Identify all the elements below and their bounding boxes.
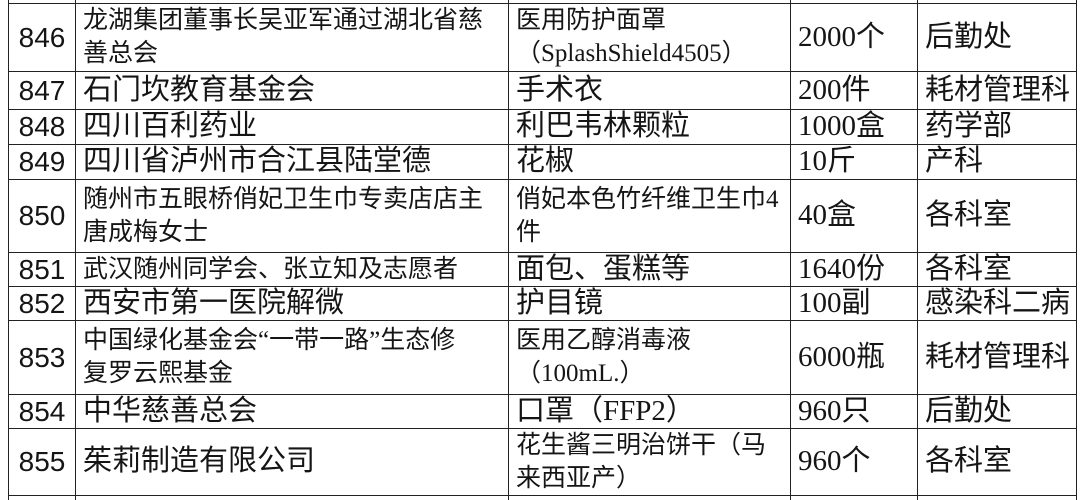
table-row: 848 四川百利药业 利巴韦林颗粒 1000盒 药学部 xyxy=(8,108,1077,145)
cell-item: 手术衣 xyxy=(508,70,791,110)
cell-quantity: 200件 xyxy=(790,70,918,110)
cell-quantity: 1640份 xyxy=(790,251,918,287)
cell-donor: 武汉随州同学会、张立知及志愿者 xyxy=(75,251,509,287)
table-row-partial-bottom xyxy=(8,494,1077,500)
cell-department: 各科室 xyxy=(917,251,1077,287)
table-row: 855 茱莉制造有限公司 花生酱三明治饼干（马 来西亚产） 960个 各科室 xyxy=(8,427,1077,496)
cell-quantity: 960个 xyxy=(790,427,918,496)
table-row: 853 中国绿化基金会“一带一路”生态修 复罗云熙基金 医用乙醇消毒液 （100… xyxy=(8,319,1077,395)
cell-row-number: 847 xyxy=(8,70,76,110)
table-row: 847 石门坎教育基金会 手术衣 200件 耗材管理科 xyxy=(8,70,1077,110)
cell-donor: 西安市第一医院解微 xyxy=(75,285,509,321)
cell-row-number: 855 xyxy=(8,427,76,496)
table-row: 850 随州市五眼桥俏妃卫生巾专卖店店主 唐成梅女士 俏妃本色竹纤维卫生巾4 件… xyxy=(8,178,1077,253)
cell-donor: 四川百利药业 xyxy=(75,108,509,145)
cell-row-number: 852 xyxy=(8,285,76,321)
cell-department: 后勤处 xyxy=(917,393,1077,429)
cell-empty xyxy=(508,494,791,500)
cell-item: 医用防护面罩 （SplashShield4505） xyxy=(508,2,791,72)
cell-row-number: 854 xyxy=(8,393,76,429)
cell-department: 耗材管理科 xyxy=(917,319,1077,395)
cell-donor: 茱莉制造有限公司 xyxy=(75,427,509,496)
cell-quantity: 100副 xyxy=(790,285,918,321)
cell-row-number: 849 xyxy=(8,143,76,180)
table-row: 846 龙湖集团董事长吴亚军通过湖北省慈 善总会 医用防护面罩 （SplashS… xyxy=(8,2,1077,72)
cell-department: 感染科二病 xyxy=(917,285,1077,321)
table-row: 854 中华慈善总会 口罩（FFP2） 960只 后勤处 xyxy=(8,393,1077,429)
cell-item: 花生酱三明治饼干（马 来西亚产） xyxy=(508,427,791,496)
cell-donor: 随州市五眼桥俏妃卫生巾专卖店店主 唐成梅女士 xyxy=(75,178,509,253)
cell-quantity: 10斤 xyxy=(790,143,918,180)
cell-department: 后勤处 xyxy=(917,2,1077,72)
cell-department: 产科 xyxy=(917,143,1077,180)
cell-donor: 中华慈善总会 xyxy=(75,393,509,429)
cell-donor: 石门坎教育基金会 xyxy=(75,70,509,110)
cell-quantity: 1000盒 xyxy=(790,108,918,145)
cell-department: 各科室 xyxy=(917,178,1077,253)
cell-empty xyxy=(8,494,76,500)
cell-row-number: 850 xyxy=(8,178,76,253)
cell-item: 护目镜 xyxy=(508,285,791,321)
cell-empty xyxy=(75,494,509,500)
cell-row-number: 851 xyxy=(8,251,76,287)
cell-quantity: 960只 xyxy=(790,393,918,429)
cell-donor: 中国绿化基金会“一带一路”生态修 复罗云熙基金 xyxy=(75,319,509,395)
cell-item: 俏妃本色竹纤维卫生巾4 件 xyxy=(508,178,791,253)
cell-item: 花椒 xyxy=(508,143,791,180)
donation-table: 846 龙湖集团董事长吴亚军通过湖北省慈 善总会 医用防护面罩 （SplashS… xyxy=(8,0,1077,500)
cell-donor: 龙湖集团董事长吴亚军通过湖北省慈 善总会 xyxy=(75,2,509,72)
cell-donor: 四川省泸州市合江县陆堂德 xyxy=(75,143,509,180)
cell-item: 面包、蛋糕等 xyxy=(508,251,791,287)
cell-department: 药学部 xyxy=(917,108,1077,145)
table-row: 852 西安市第一医院解微 护目镜 100副 感染科二病 xyxy=(8,285,1077,321)
table-row: 849 四川省泸州市合江县陆堂德 花椒 10斤 产科 xyxy=(8,143,1077,180)
cell-item: 医用乙醇消毒液 （100mL.） xyxy=(508,319,791,395)
cell-row-number: 846 xyxy=(8,2,76,72)
cell-department: 耗材管理科 xyxy=(917,70,1077,110)
cell-quantity: 2000个 xyxy=(790,2,918,72)
cell-quantity: 6000瓶 xyxy=(790,319,918,395)
cell-quantity: 40盒 xyxy=(790,178,918,253)
cell-department: 各科室 xyxy=(917,427,1077,496)
table-row: 851 武汉随州同学会、张立知及志愿者 面包、蛋糕等 1640份 各科室 xyxy=(8,251,1077,287)
cell-item: 口罩（FFP2） xyxy=(508,393,791,429)
cell-empty xyxy=(790,494,918,500)
cell-row-number: 848 xyxy=(8,108,76,145)
cell-row-number: 853 xyxy=(8,319,76,395)
cell-item: 利巴韦林颗粒 xyxy=(508,108,791,145)
cell-empty xyxy=(917,494,1077,500)
